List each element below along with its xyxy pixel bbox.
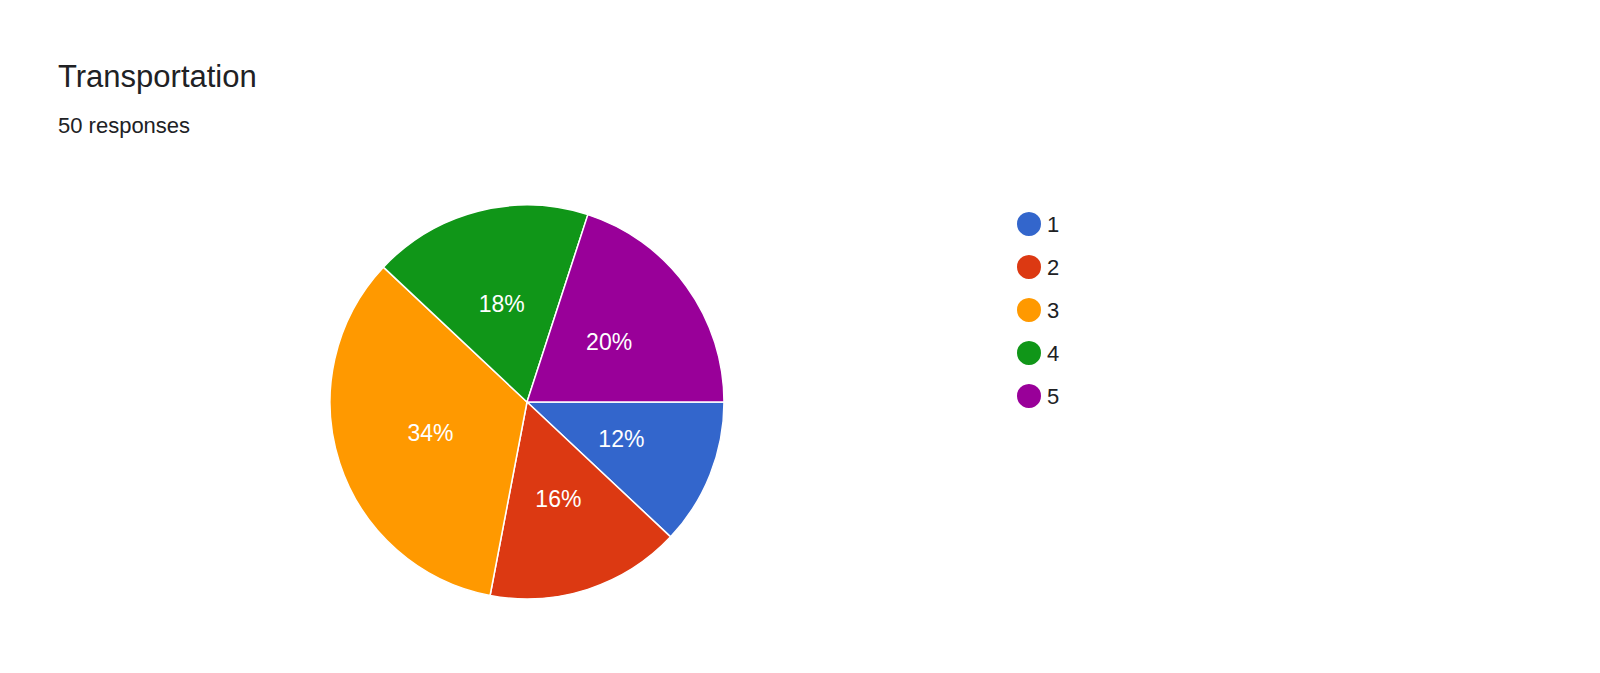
svg-text:4: 4 [1047,341,1059,366]
svg-text:16%: 16% [535,486,581,512]
svg-text:34%: 34% [407,420,453,446]
svg-text:1: 1 [1047,212,1059,237]
svg-text:2: 2 [1047,255,1059,280]
svg-text:3: 3 [1047,298,1059,323]
svg-text:18%: 18% [479,291,525,317]
svg-text:50 responses: 50 responses [58,113,190,138]
svg-text:5: 5 [1047,384,1059,409]
svg-text:20%: 20% [586,329,632,355]
svg-text:Transportation: Transportation [58,59,257,94]
svg-text:12%: 12% [598,426,644,452]
